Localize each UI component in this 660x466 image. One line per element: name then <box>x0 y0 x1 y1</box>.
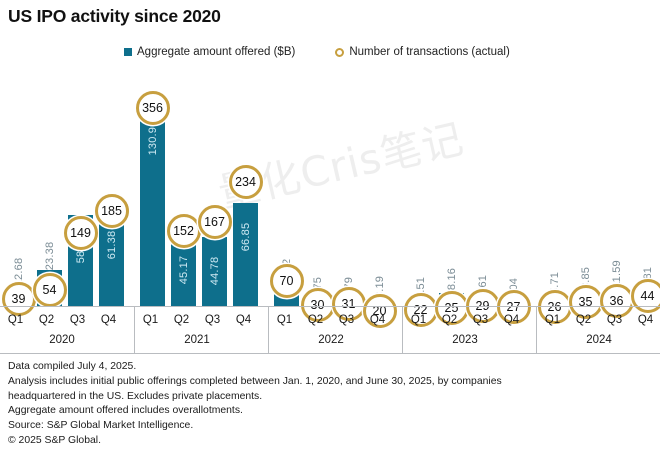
axis-quarter-row: Q1 Q2 Q3 Q4 <box>537 307 660 332</box>
bar-value-label: 130.90 <box>146 120 159 156</box>
footnote-line: © 2025 S&P Global. <box>8 434 101 446</box>
axis-year-group: Q1 Q2 Q3 Q4 2020 <box>0 307 124 353</box>
footnotes: Data compiled July 4, 2025. Analysis incl… <box>8 360 502 449</box>
bar-slot: 8.85 35 <box>568 40 603 319</box>
transaction-count-marker[interactable]: 152 <box>166 214 201 249</box>
axis-year-label: 2022 <box>318 334 344 346</box>
axis-quarter-row: Q1 Q2 Q3 Q4 <box>135 307 259 332</box>
transaction-count-marker[interactable]: 29 <box>465 288 500 323</box>
axis-quarter-label: Q4 <box>100 313 117 326</box>
axis-quarter-label: Q2 <box>575 313 592 326</box>
axis-quarter-label: Q4 <box>235 313 252 326</box>
axis-quarter-label: Q2 <box>307 313 324 326</box>
bar-slot: 66.85 234 <box>228 40 263 306</box>
axis-quarter-row: Q1 Q2 Q3 Q4 <box>0 307 124 332</box>
axis-quarter-row: Q1 Q2 Q3 Q4 <box>269 307 393 332</box>
footnote-line: headquartered in the US. Excludes privat… <box>8 390 263 402</box>
axis-quarter-label: Q4 <box>503 313 520 326</box>
bar-slot: 8.81 44 <box>630 40 660 314</box>
transaction-count-marker[interactable]: 54 <box>32 273 67 308</box>
transaction-count-marker[interactable]: 167 <box>197 205 232 240</box>
axis-year-group: Q1 Q2 Q3 Q4 2022 <box>268 307 393 353</box>
axis-year-group: Q1 Q2 Q3 Q4 2021 <box>134 307 259 353</box>
legend-label-transactions: Number of transactions (actual) <box>349 46 510 58</box>
legend-item-transactions: Number of transactions (actual) <box>335 46 510 58</box>
axis-quarter-label: Q4 <box>637 313 654 326</box>
bar-value-label: 8.16 <box>445 268 458 291</box>
bar-value-label: 61.38 <box>105 231 118 260</box>
axis-quarter-label: Q3 <box>606 313 623 326</box>
transaction-count-marker[interactable]: 70 <box>269 263 304 298</box>
axis-year-label: 2023 <box>452 334 478 346</box>
bar-slot: 3.61 29 <box>465 40 500 323</box>
bar-value-label: 44.78 <box>208 256 221 286</box>
legend-label-amount: Aggregate amount offered ($B) <box>137 46 296 58</box>
bar-slot: 2.51 22 <box>403 40 438 327</box>
axis-quarter-label: Q3 <box>472 313 489 326</box>
axis-quarter-label: Q2 <box>441 313 458 326</box>
axis-quarter-label: Q2 <box>173 313 190 326</box>
bar[interactable] <box>233 202 258 306</box>
axis-year-group: Q1 Q2 Q3 Q4 2023 <box>402 307 527 353</box>
axis-quarter-label: Q1 <box>544 313 561 326</box>
bar-slot: 2.7530 <box>300 40 335 322</box>
legend-item-amount: Aggregate amount offered ($B) <box>124 46 295 58</box>
circle-swatch-icon <box>335 47 345 57</box>
bar[interactable] <box>140 104 165 306</box>
bar-slot: 12.1270 <box>269 40 304 306</box>
bar-slot: 130.90 356 <box>135 40 170 306</box>
axis-year-label: 2021 <box>184 334 210 346</box>
axis-year-group: Q1 Q2 Q3 Q4 2024 <box>536 307 660 353</box>
footnote-line: Source: S&P Global Market Intelligence. <box>8 420 194 432</box>
transaction-count-marker[interactable]: 39 <box>1 282 36 317</box>
transaction-count-marker[interactable]: 234 <box>228 164 263 199</box>
axis-year-label: 2020 <box>49 334 75 346</box>
x-axis: Q1 Q2 Q3 Q4 2020 Q1 Q2 Q3 Q4 2021 Q1 Q2 Q3 Q4 2022 Q1 Q2… <box>0 306 660 354</box>
axis-quarter-label: Q3 <box>204 313 221 326</box>
axis-quarter-label: Q1 <box>7 313 24 326</box>
axis-quarter-label: Q1 <box>276 313 293 326</box>
axis-quarter-label: Q3 <box>69 313 86 326</box>
transaction-count-marker[interactable]: 44 <box>630 279 660 314</box>
bar-slot: 5.71 26 <box>537 40 572 325</box>
transaction-count-marker[interactable]: 20 <box>362 293 397 328</box>
bar[interactable] <box>202 236 227 306</box>
axis-quarter-label: Q4 <box>369 313 386 326</box>
axis-quarter-label: Q1 <box>410 313 427 326</box>
page-title: US IPO activity since 2020 <box>8 6 221 26</box>
axis-quarter-label: Q1 <box>142 313 159 326</box>
footnote-line: Data compiled July 4, 2025. <box>8 361 137 372</box>
transaction-count-marker[interactable]: 356 <box>135 91 170 125</box>
bar-slot: 44.78 167 <box>197 40 232 306</box>
bar-slot: 2.7931 <box>331 40 366 322</box>
footnote-line: Analysis includes initial public offerin… <box>8 375 502 387</box>
axis-quarter-row: Q1 Q2 Q3 Q4 <box>403 307 527 332</box>
axis-quarter-label: Q2 <box>38 313 55 326</box>
bar-slot: 11.59 36 <box>599 40 634 319</box>
bar-slot: 45.17 152 <box>166 40 201 306</box>
bar-slot: 3.19 20 <box>362 40 397 328</box>
plot-area: 12.683923.385458.8714961.38185130.903564… <box>0 40 660 328</box>
square-swatch-icon <box>124 48 132 56</box>
chart-legend: Aggregate amount offered ($B) Number of … <box>124 46 510 58</box>
footnote-line: Aggregate amount offered includes overal… <box>8 405 243 417</box>
axis-quarter-label: Q3 <box>338 313 355 326</box>
bar-slot: 12.68 39 <box>1 40 36 317</box>
bar-slot: 58.87149 <box>63 40 98 306</box>
bar-slot: 8.16 25 <box>434 40 469 325</box>
bar-slot: 61.38 185 <box>94 40 129 306</box>
bar-value-label: 45.17 <box>177 256 190 285</box>
bar-value-label: 23.38 <box>43 241 56 271</box>
bar-slot: 23.38 54 <box>32 40 67 308</box>
bar-value-label: 66.85 <box>239 222 252 252</box>
transaction-count-marker[interactable]: 185 <box>94 194 129 229</box>
axis-year-label: 2024 <box>586 334 612 346</box>
transaction-count-marker[interactable]: 149 <box>63 216 98 251</box>
bar-slot: 2.0427 <box>496 40 531 324</box>
